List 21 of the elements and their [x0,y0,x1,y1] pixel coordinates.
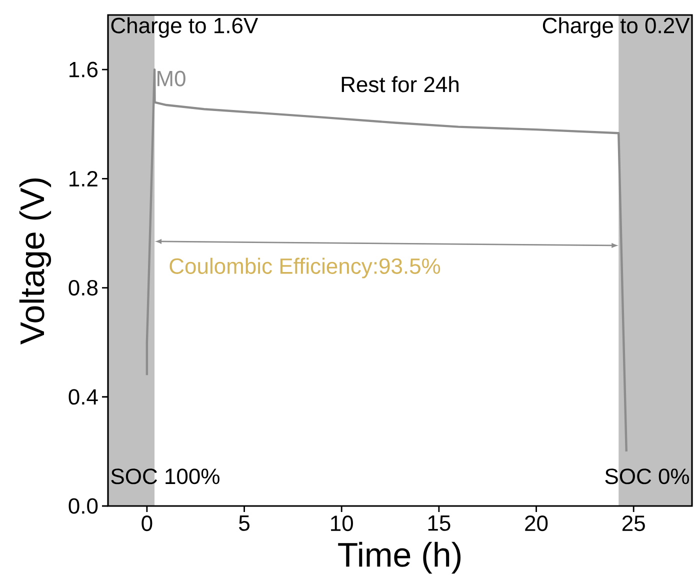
annotation: Charge to 1.6V [111,17,258,38]
series-label: M0 [158,70,186,86]
x-tick-label: 20 [525,516,548,532]
y-tick-label: 1.2 [70,170,98,186]
y-tick-label: 0.4 [68,389,98,405]
x-tick-label: 5 [239,516,250,531]
annotation: Charge to 0.2V [542,17,690,38]
line-series [146,68,628,453]
x-tick-label: 0 [142,516,152,532]
annotation: Rest for 24h [342,76,458,92]
x-tick-label: 15 [428,516,450,531]
y-tick-label: 0.0 [68,498,98,514]
y-tick-label: 0.8 [68,280,98,296]
annotation: SOC 0% [605,468,690,484]
x-tick-label: 10 [331,516,353,532]
annotation: SOC 100% [111,468,220,484]
x-tick-label: 25 [622,516,645,532]
y-tick-label: 1.6 [70,62,98,78]
x-axis-title: Time (h) [338,542,461,574]
y-axis-title: Voltage (V) [19,178,52,344]
annotation: Coulombic Efficiency:93.5% [170,258,440,278]
